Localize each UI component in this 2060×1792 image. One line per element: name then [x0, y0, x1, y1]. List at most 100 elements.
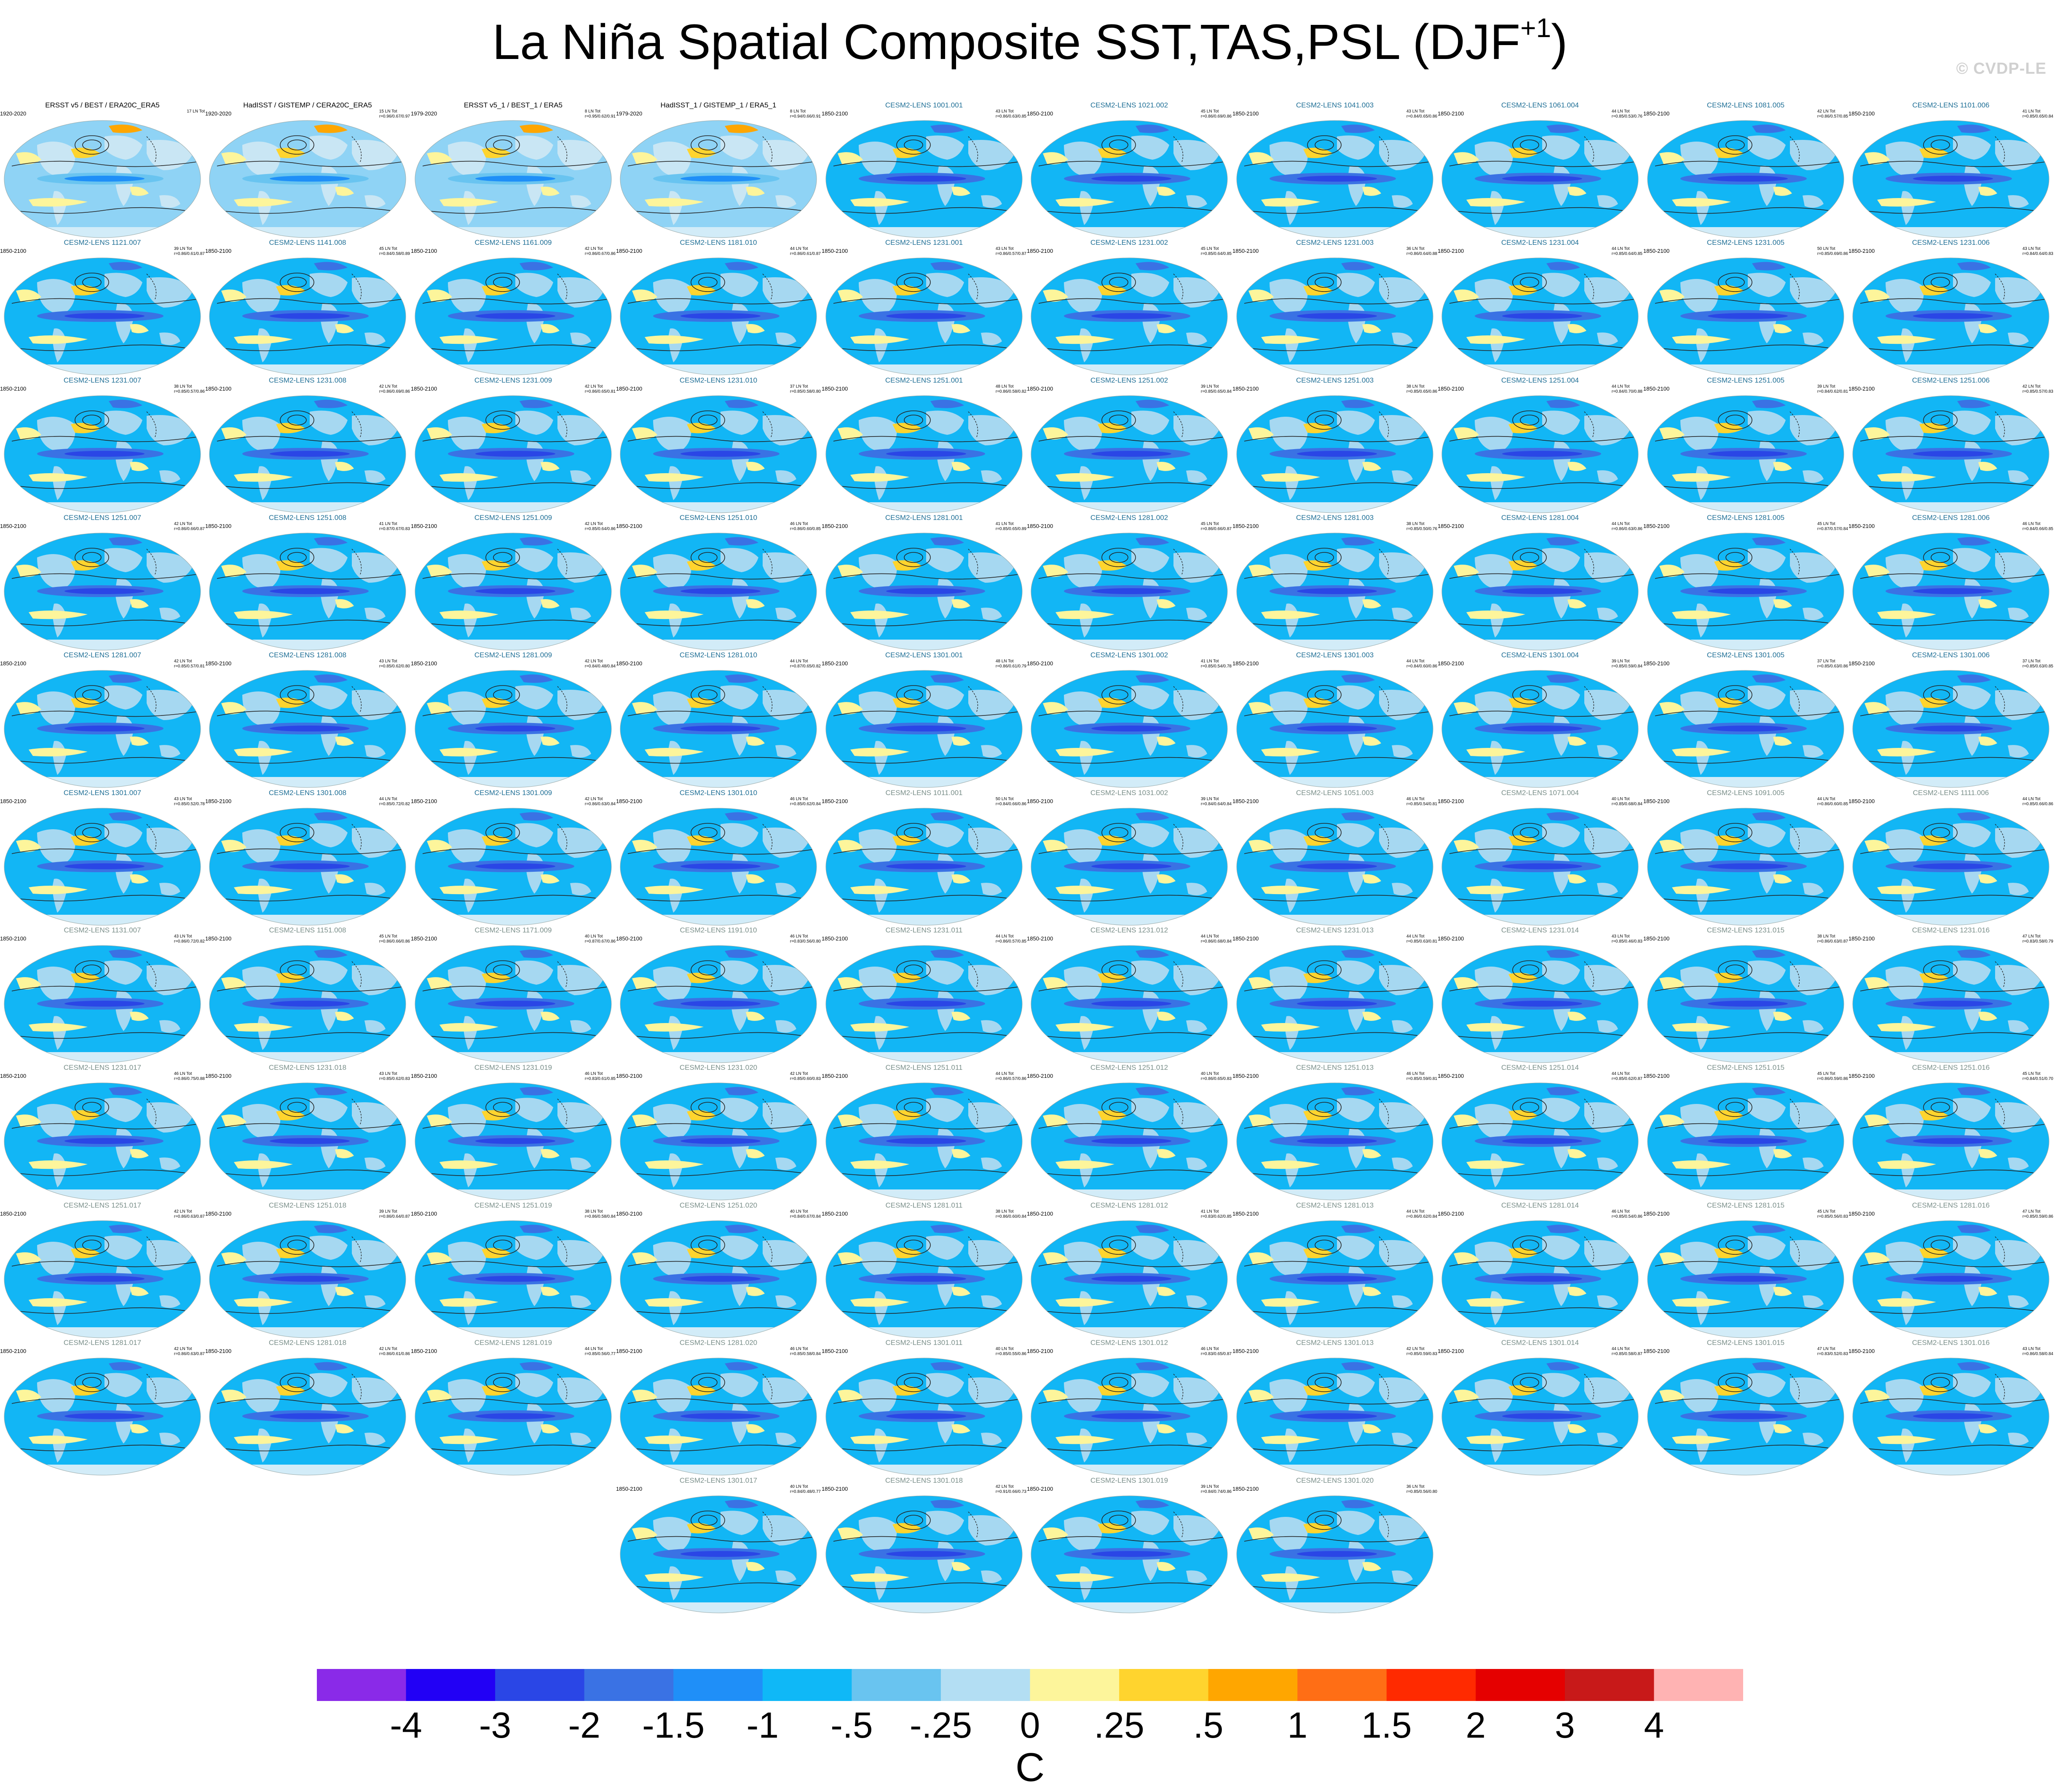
- map-panel: CESM2-LENS 1281.016 1850-2100 47 LN Tot r=0…: [1848, 1201, 2053, 1340]
- panel-event-count: 42 LN Tot: [379, 1347, 397, 1351]
- panel-event-count: 44 LN Tot: [1406, 659, 1425, 664]
- composite-map: [1236, 1220, 1433, 1338]
- panel-title: CESM2-LENS 1301.005: [1706, 651, 1785, 659]
- colorbar-swatch: [1119, 1669, 1209, 1701]
- panel-event-count: 37 LN Tot: [1817, 659, 1835, 664]
- panel-event-count: 39 LN Tot: [379, 1209, 397, 1214]
- composite-map: [209, 257, 406, 375]
- panel-pattern-correlation: r=0.86/0.69/0.86: [1200, 114, 1232, 119]
- composite-map: [1236, 257, 1433, 375]
- panel-event-count: 45 LN Tot: [1817, 1209, 1835, 1214]
- map-panel: CESM2-LENS 1011.001 1850-2100 50 LN Tot r=0…: [822, 789, 1026, 928]
- panel-title: CESM2-LENS 1301.014: [1501, 1339, 1579, 1347]
- panel-event-count: 40 LN Tot: [790, 1484, 808, 1489]
- colorbar-tick-label: -1.5: [642, 1705, 705, 1746]
- panel-pattern-correlation: r=0.84/0.51/0.70: [2022, 1077, 2053, 1081]
- panel-title: CESM2-LENS 1281.006: [1912, 514, 1990, 522]
- panel-title: CESM2-LENS 1231.016: [1912, 926, 1990, 934]
- colorbar-swatch: [584, 1669, 674, 1701]
- panel-stats: 46 LN Tot r=0.84/0.66/0.85: [2022, 522, 2053, 532]
- colorbar-tick-label: .5: [1193, 1705, 1224, 1746]
- panel-event-count: 39 LN Tot: [1200, 797, 1219, 801]
- panel-years: 1850-2100: [205, 798, 232, 804]
- composite-map: [1852, 945, 2049, 1063]
- map-panel: CESM2-LENS 1231.007 1850-2100 38 LN Tot r=0…: [0, 376, 205, 515]
- panel-stats: 47 LN Tot r=0.83/0.58/0.79: [2022, 934, 2053, 944]
- composite-map: [1852, 670, 2049, 788]
- map-panel: CESM2-LENS 1301.011 1850-2100 40 LN Tot r=0…: [822, 1339, 1026, 1478]
- map-panel: CESM2-LENS 1231.014 1850-2100 43 LN Tot r=0…: [1438, 926, 1642, 1065]
- colorbar-tick-label: -3: [479, 1705, 512, 1746]
- panel-title: CESM2-LENS 1301.007: [63, 789, 142, 797]
- panel-event-count: 50 LN Tot: [1817, 246, 1835, 251]
- panel-years: 1850-2100: [205, 1211, 232, 1217]
- panel-pattern-correlation: r=0.85/0.65/0.84: [2022, 114, 2053, 119]
- panel-stats: 45 LN Tot r=0.87/0.57/0.84: [1817, 522, 1848, 532]
- panel-years: 1850-2100: [1848, 798, 1875, 804]
- panel-stats: 8 LN Tot r=0.94/0.66/0.91: [790, 109, 821, 119]
- panel-stats: 44 LN Tot r=0.84/0.70/0.88: [1612, 384, 1642, 394]
- map-panel: CESM2-LENS 1301.015 1850-2100 47 LN Tot r=0…: [1643, 1339, 1848, 1478]
- panel-stats: 46 LN Tot r=0.86/0.75/0.88: [174, 1071, 205, 1082]
- panel-years: 1850-2100: [1027, 1073, 1053, 1079]
- panel-title: CESM2-LENS 1091.005: [1706, 789, 1785, 797]
- panel-pattern-correlation: r=0.85/0.65/0.89: [995, 527, 1026, 531]
- composite-map: [1647, 1358, 1844, 1476]
- composite-map: [1441, 257, 1639, 375]
- panel-years: 1850-2100: [1438, 1348, 1464, 1354]
- panel-pattern-correlation: r=0.86/0.65/0.81: [584, 389, 616, 394]
- panel-pattern-correlation: r=0.86/0.58/0.84: [2022, 1352, 2053, 1356]
- panel-stats: 46 LN Tot r=0.86/0.60/0.85: [790, 522, 821, 532]
- panel-years: 1850-2100: [822, 248, 848, 254]
- composite-map: [620, 395, 817, 513]
- panel-event-count: 44 LN Tot: [1611, 109, 1630, 114]
- panel-title: CESM2-LENS 1251.011: [885, 1063, 963, 1071]
- panel-stats: 38 LN Tot r=0.85/0.50/0.76: [1406, 522, 1437, 532]
- map-panel: CESM2-LENS 1251.014 1850-2100 44 LN Tot r=0…: [1438, 1063, 1642, 1203]
- panel-years: 1850-2100: [1438, 523, 1464, 529]
- panel-stats: 46 LN Tot r=0.85/0.54/0.86: [1612, 1209, 1642, 1219]
- map-panel: CESM2-LENS 1251.003 1850-2100 38 LN Tot r=0…: [1232, 376, 1437, 515]
- panel-stats: 46 LN Tot r=0.85/0.62/0.84: [790, 797, 821, 807]
- panel-years: 1850-2100: [0, 523, 27, 529]
- panel-stats: 37 LN Tot r=0.85/0.58/0.80: [790, 384, 821, 394]
- map-panel: CESM2-LENS 1111.006 1850-2100 44 LN Tot r=0…: [1848, 789, 2053, 928]
- panel-title: HadISST / GISTEMP / CERA20C_ERA5: [243, 101, 372, 109]
- panel-title: CESM2-LENS 1231.017: [63, 1063, 142, 1071]
- panel-pattern-correlation: r=0.85/0.57/0.86: [174, 389, 205, 394]
- panel-title: CESM2-LENS 1041.003: [1296, 101, 1374, 109]
- composite-map: [1031, 945, 1228, 1063]
- composite-map: [1236, 1358, 1433, 1476]
- panel-stats: 45 LN Tot r=0.85/0.56/0.83: [1817, 1209, 1848, 1219]
- panel-title: CESM2-LENS 1121.007: [64, 238, 141, 246]
- panel-years: 1850-2100: [1643, 110, 1670, 117]
- composite-map: [1647, 1082, 1844, 1200]
- panel-stats: 42 LN Tot r=0.86/0.67/0.86: [585, 246, 616, 257]
- composite-map: [1236, 808, 1433, 926]
- panel-years: 1850-2100: [411, 386, 437, 392]
- panel-pattern-correlation: r=0.85/0.59/0.86: [2022, 1214, 2053, 1219]
- panel-title: CESM2-LENS 1301.019: [1090, 1476, 1168, 1484]
- panel-title: CESM2-LENS 1281.003: [1296, 514, 1374, 522]
- panel-event-count: 39 LN Tot: [1200, 1484, 1219, 1489]
- panel-years: 1850-2100: [1848, 1073, 1875, 1079]
- panel-pattern-correlation: r=0.87/0.67/0.83: [379, 527, 410, 531]
- composite-map: [1647, 257, 1844, 375]
- panel-title: CESM2-LENS 1301.001: [885, 651, 963, 659]
- panel-event-count: 42 LN Tot: [174, 659, 192, 664]
- panel-event-count: 46 LN Tot: [790, 797, 808, 801]
- composite-map: [415, 1358, 612, 1476]
- composite-map: [1236, 120, 1433, 238]
- panel-title: CESM2-LENS 1141.008: [269, 238, 346, 246]
- map-panel: ERSST v5 / BEST / ERA20C_ERA5 1920-2020 17…: [0, 101, 205, 240]
- composite-map: [209, 1220, 406, 1338]
- panel-years: 1850-2100: [0, 1348, 27, 1354]
- panel-title: CESM2-LENS 1281.011: [885, 1201, 963, 1209]
- panel-stats: 44 LN Tot r=0.85/0.53/0.76: [1612, 109, 1642, 119]
- panel-title: CESM2-LENS 1301.016: [1912, 1339, 1990, 1347]
- panel-event-count: 50 LN Tot: [995, 797, 1014, 801]
- panel-title: CESM2-LENS 1301.018: [885, 1476, 963, 1484]
- panel-pattern-correlation: r=0.86/0.61/0.86: [379, 1352, 410, 1356]
- panel-years: 1850-2100: [616, 1348, 643, 1354]
- panel-pattern-correlation: r=0.86/0.68/0.84: [1200, 939, 1232, 944]
